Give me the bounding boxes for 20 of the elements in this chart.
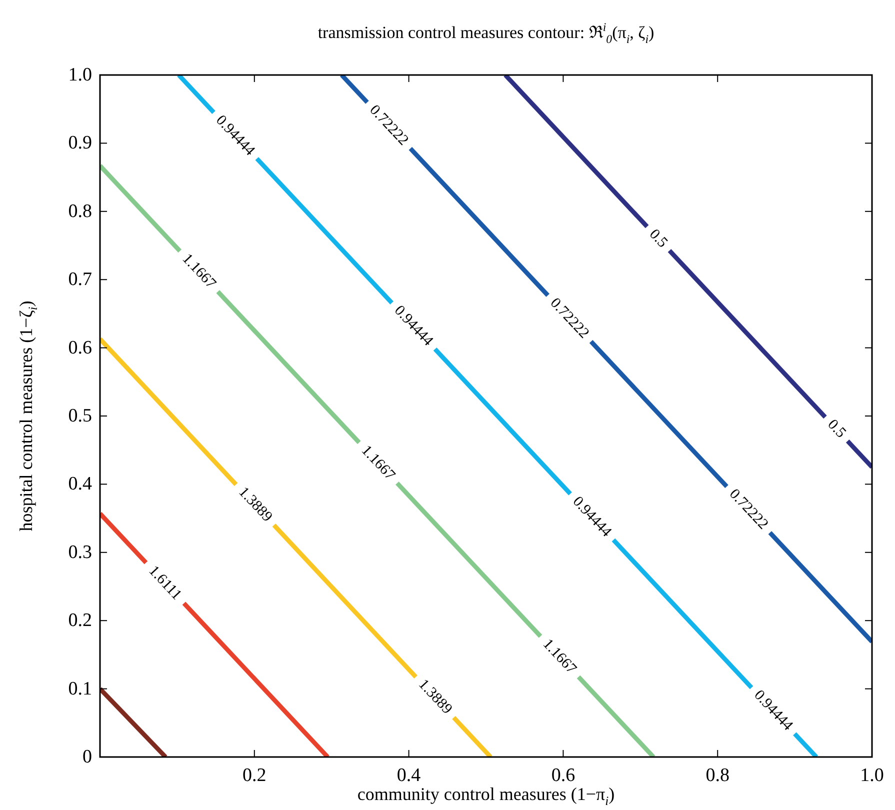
y-tick-label: 0.5 <box>68 406 92 426</box>
y-tick-label: 0.3 <box>68 542 92 563</box>
x-tick-label: 0.6 <box>551 765 576 786</box>
y-tick-label: 0.7 <box>68 269 92 290</box>
chart-title: transmission control measures contour: ℜ$^{i}$$_{0}$(π$_{i}$, ζ$_{i}$) <box>318 20 654 46</box>
y-tick-label: 1.0 <box>68 64 92 86</box>
y-tick-label: 0.9 <box>68 132 92 154</box>
x-tick-label: 0.2 <box>242 765 266 786</box>
x-tick-label: 1.0 <box>860 765 884 786</box>
y-tick-label: 0.4 <box>68 474 92 495</box>
x-tick-label: 0.8 <box>706 765 730 786</box>
y-tick-label: 0.1 <box>68 678 92 700</box>
y-tick-label: 0.6 <box>68 337 92 358</box>
annotation: 0.5 <box>646 226 670 251</box>
annotation: 0.5 <box>824 416 849 442</box>
x-tick-label: 0.4 <box>396 765 422 786</box>
y-tick-label: 0.2 <box>68 610 92 632</box>
y-tick-label: 0.8 <box>68 200 92 222</box>
x-axis-title: community control measures (1−π$_{i}$) <box>357 784 615 808</box>
y-tick-label: 0 <box>82 746 92 768</box>
